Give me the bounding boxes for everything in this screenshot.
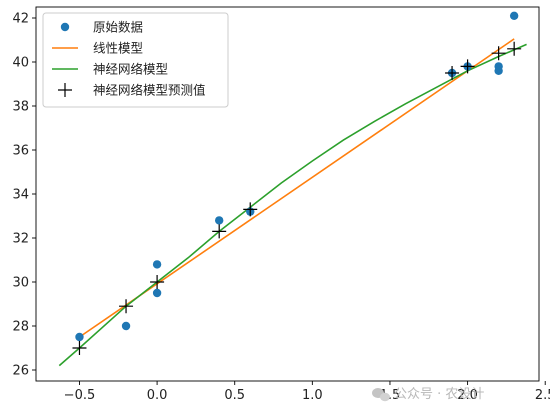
x-tick-label: 2.5	[535, 388, 550, 403]
y-tick-label: 32	[12, 232, 29, 247]
data-point	[152, 260, 162, 269]
series-points-layer	[72, 11, 522, 355]
x-tick-label: 0.0	[147, 388, 168, 403]
data-point	[152, 288, 162, 298]
prediction-marker	[243, 202, 258, 217]
data-point	[509, 11, 519, 20]
legend-label: 神经网络模型	[93, 62, 168, 77]
prediction-marker	[119, 299, 134, 314]
watermark-text: 公众号 · 农设计	[394, 387, 484, 402]
prediction-marker	[445, 66, 460, 80]
y-tick-label: 30	[12, 276, 29, 291]
data-point	[75, 332, 84, 342]
legend-box	[42, 12, 229, 108]
legend-label: 原始数据	[93, 20, 143, 35]
data-point	[494, 66, 503, 76]
y-tick-label: 42	[12, 12, 29, 27]
x-tick-label: 1.0	[302, 388, 323, 403]
legend-swatch	[58, 83, 72, 97]
x-tick-label: −0.5	[64, 388, 96, 403]
y-tick-label: 36	[12, 144, 29, 159]
y-tick-label: 40	[12, 56, 29, 71]
y-tick-label: 34	[12, 188, 29, 203]
legend-label: 神经网络模型预测值	[93, 83, 206, 98]
prediction-marker	[491, 46, 506, 61]
data-point	[214, 216, 224, 225]
prediction-marker	[212, 224, 227, 239]
x-tick-label: 2.0	[457, 388, 478, 403]
y-tick-label: 26	[12, 364, 29, 379]
y-tick-label: 38	[12, 100, 29, 115]
prediction-marker	[507, 41, 522, 56]
legend-label: 线性模型	[93, 41, 143, 56]
legend-swatch	[60, 22, 70, 32]
x-tick-label: 0.5	[224, 388, 245, 403]
y-tick-label: 28	[12, 320, 29, 335]
watermark: 公众号 · 农设计	[372, 387, 484, 402]
series-line-1	[79, 38, 515, 338]
prediction-marker	[460, 59, 475, 74]
data-point	[121, 321, 131, 331]
prediction-marker	[72, 341, 87, 355]
axis-ticks-layer: −0.50.00.51.01.52.02.5262830323436384042	[12, 12, 550, 404]
wechat-icon	[372, 388, 390, 402]
prediction-marker	[150, 275, 165, 289]
